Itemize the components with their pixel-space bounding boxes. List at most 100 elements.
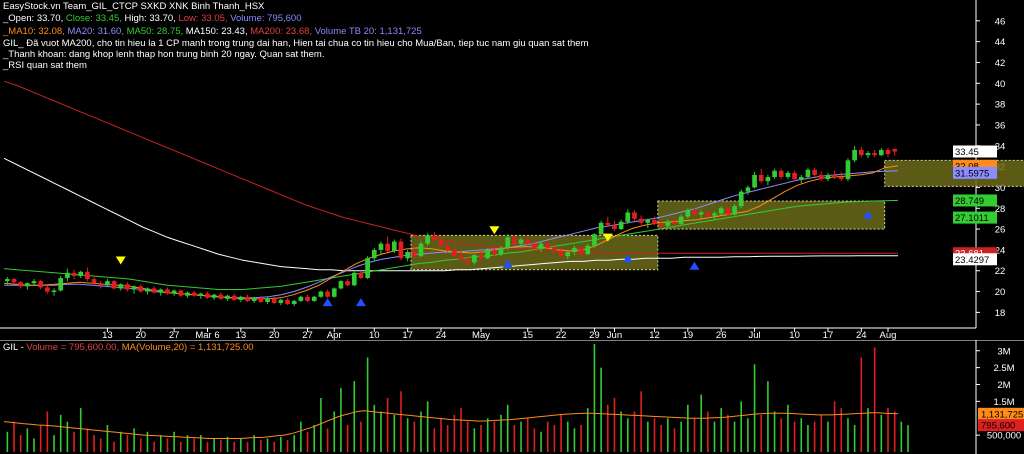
candle-up	[351, 272, 357, 286]
candle-up	[225, 295, 230, 299]
volume-bar-down	[179, 441, 182, 452]
price-value-tag-text: 32.08	[955, 161, 979, 172]
volume-tick-label: 1.5M	[993, 397, 1014, 408]
volume-value-tag	[978, 419, 1024, 432]
volume-bar-up	[473, 428, 476, 452]
time-tick-label: Apr	[327, 330, 342, 340]
candle-down	[138, 286, 144, 292]
candle-down	[672, 221, 677, 224]
candle-down	[558, 250, 564, 257]
volume-bar-up	[667, 418, 669, 452]
candle-down	[885, 149, 891, 155]
candle-up	[78, 271, 84, 276]
volume-bar-down	[887, 408, 889, 452]
candle-up	[592, 234, 597, 246]
volume-bar-down	[286, 440, 289, 452]
candle-up	[772, 170, 777, 178]
price-tick-label: 46	[995, 16, 1006, 27]
price-value-tag-text: 28.749	[955, 196, 984, 207]
analysis-note-3: _RSI quan sat them	[3, 60, 87, 71]
volume-bar-up	[33, 438, 35, 452]
price-tick-label: 18	[995, 308, 1006, 319]
price-value-tag-text: 27.1011	[955, 213, 989, 224]
time-tick-label: 20	[135, 330, 146, 340]
candle-up	[752, 174, 757, 188]
candle-down	[231, 295, 237, 300]
volume-bar-down	[19, 435, 22, 452]
candle-up	[118, 284, 124, 289]
volume-bar-down	[840, 408, 843, 452]
volume-bar-up	[680, 421, 682, 452]
volume-bar-down	[526, 418, 529, 452]
candle-up	[505, 237, 511, 248]
candle-down	[725, 208, 731, 215]
time-tick-label: Mar 6	[195, 330, 219, 340]
volume-bar-down	[820, 414, 823, 452]
volume-ma-value: MA(Volume,20) = 1,131,725.00	[121, 342, 254, 353]
candle-up	[472, 255, 477, 263]
candle-up	[105, 281, 110, 286]
volume-bar-down	[707, 411, 709, 452]
volume-bar-up	[353, 381, 356, 452]
candle-down	[445, 245, 450, 250]
volume-bar-up	[426, 401, 429, 452]
time-tick-label: 29	[589, 330, 600, 340]
candle-up	[211, 294, 217, 298]
volume-bar-down	[833, 401, 836, 452]
candle-up	[565, 251, 571, 257]
volume-bar-up	[53, 435, 55, 452]
time-tick-label: 12	[649, 330, 660, 340]
volume-bar-down	[493, 421, 496, 452]
volume-bar-up	[900, 421, 903, 452]
volume-tick-label: 500,000	[987, 431, 1021, 442]
time-tick-label: 24	[856, 330, 867, 340]
volume-bar-down	[139, 438, 142, 452]
candle-up	[645, 219, 651, 223]
ma-item: MA150: 23.43,	[186, 26, 250, 37]
volume-bar-down	[126, 435, 129, 452]
price-tick-label: 28	[995, 204, 1006, 215]
candle-down	[652, 219, 657, 224]
volume-bar-up	[119, 431, 122, 452]
time-tick-label: 27	[169, 330, 180, 340]
candle-up	[51, 290, 57, 293]
ohlc-readout: _Open: 33.70, Close: 33.45, High: 33.70,…	[3, 13, 302, 24]
volume-bar-up	[486, 418, 489, 452]
volume-chart-panel: 3M 2.5M 2M 1.5M 500,000 1,131,725 795,600 GIL …	[0, 340, 1024, 454]
volume-bar-down	[606, 404, 609, 452]
ohlc-item: Low: 33.05,	[178, 13, 230, 24]
ma-label: Volume TB 20:	[314, 26, 380, 37]
volume-tick-label: 2.5M	[993, 363, 1014, 374]
volume-ma-line	[3, 410, 899, 439]
volume-bar-up	[59, 414, 62, 452]
volume-bar-down	[13, 421, 15, 452]
volume-bar-up	[300, 421, 302, 452]
volume-bar-up	[753, 364, 756, 452]
candle-down	[858, 149, 864, 156]
volume-bar-up	[66, 421, 69, 452]
time-tick-label: May	[472, 330, 490, 340]
ma-value: 28.75,	[156, 26, 186, 37]
candle-down	[325, 291, 330, 297]
candle-up	[198, 293, 204, 296]
candle-down	[705, 212, 711, 216]
chart-title: EasyStock.vn Team_GIL_CTCP SXKD XNK Binh…	[3, 1, 265, 12]
candle-down	[358, 272, 364, 279]
candle-down	[45, 287, 50, 292]
volume-bar-up	[740, 401, 743, 452]
volume-bar-up	[146, 431, 149, 452]
volume-bar-down	[873, 347, 876, 452]
candle-up	[598, 222, 604, 235]
ma20-line	[4, 170, 899, 299]
volume-bar-up	[853, 425, 856, 452]
volume-bar-down	[446, 425, 449, 452]
volume-bar-up	[626, 418, 629, 452]
price-value-tag-text: 31.5975	[955, 168, 989, 179]
candle-up	[318, 291, 324, 297]
candle-up	[5, 279, 10, 282]
volume-bar-down	[460, 408, 462, 452]
volume-bar-up	[800, 418, 803, 452]
candle-up	[665, 221, 671, 226]
candle-up	[618, 221, 624, 230]
candle-down	[151, 288, 157, 293]
